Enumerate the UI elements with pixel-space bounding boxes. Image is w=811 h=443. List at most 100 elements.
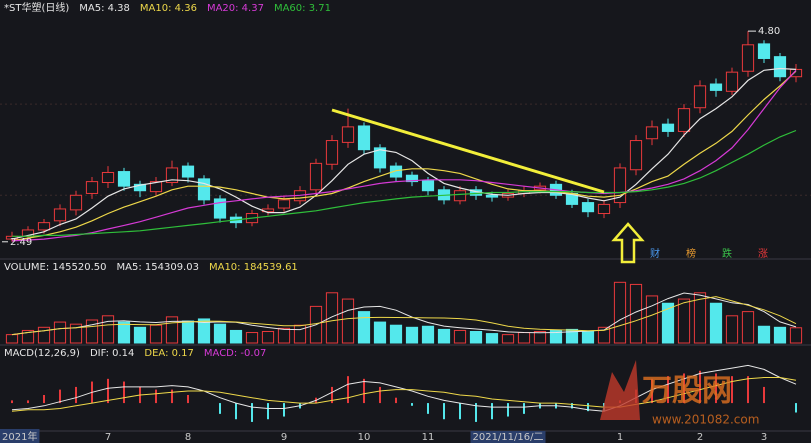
candle-body <box>165 167 179 184</box>
volume-bar <box>405 326 419 344</box>
candle-body <box>277 199 291 209</box>
candle-body <box>85 181 99 194</box>
candle-body <box>133 183 147 192</box>
candle-body <box>149 181 163 193</box>
volume-bar <box>581 330 595 344</box>
candle-body <box>421 180 435 192</box>
candle-body <box>69 194 83 211</box>
legend-entry: DEA: 0.17 <box>144 348 194 359</box>
volume-bar <box>677 298 691 344</box>
volume-bar <box>533 330 547 344</box>
volume-bar <box>69 323 83 344</box>
volume-bar <box>549 329 563 344</box>
event-marker: 榜 <box>686 247 696 260</box>
candle-body <box>373 147 387 169</box>
candle-body <box>37 222 51 231</box>
volume-bar <box>389 324 403 344</box>
volume-bar <box>485 333 499 344</box>
crosshair-date-box <box>470 431 546 443</box>
candle-body <box>581 202 595 213</box>
volume-bar <box>757 325 771 344</box>
x-tick-label: 10 <box>358 432 371 443</box>
volume-bar <box>165 316 179 344</box>
crosshair-date-box <box>0 429 40 443</box>
legend-entry: MACD: -0.07 <box>204 348 266 359</box>
volume-bar <box>197 318 211 344</box>
candle-body <box>181 165 195 178</box>
line <box>12 129 797 237</box>
volume-bar <box>693 292 707 344</box>
candle-body <box>661 123 675 132</box>
volume-bar <box>645 295 659 344</box>
volume-bar <box>245 332 259 344</box>
volume-bar <box>613 281 627 344</box>
legend-entry: MA20: 4.37 <box>207 3 264 14</box>
volume-bar <box>501 334 515 344</box>
volume-bar <box>261 330 275 344</box>
volume-bar <box>85 319 99 344</box>
volume-bar <box>517 332 531 344</box>
volume-bar <box>597 326 611 344</box>
volume-bar <box>5 334 19 344</box>
volume-bar <box>181 320 195 344</box>
x-tick-label: 1 <box>617 432 623 443</box>
legend-entry: VOLUME: 145520.50 <box>4 262 107 273</box>
event-marker: 财 <box>650 247 660 260</box>
line <box>11 67 797 240</box>
legend-entry: DIF: 0.14 <box>90 348 134 359</box>
line <box>11 69 797 242</box>
watermark-url: www.201082.com <box>652 413 759 427</box>
volume-bar <box>213 323 227 344</box>
x-tick-label: 2021年 <box>2 430 37 443</box>
volume-bar <box>133 326 147 344</box>
volume-bar <box>469 330 483 344</box>
x-tick-label: 11 <box>422 432 435 443</box>
volume-bar <box>325 292 339 344</box>
volume-bar <box>101 315 115 344</box>
candle-body <box>693 85 707 109</box>
candle-body <box>309 162 323 191</box>
candle-body <box>597 203 611 215</box>
logo-shape <box>600 360 640 420</box>
candle-body <box>405 174 419 183</box>
volume-bar <box>437 328 451 344</box>
volume-bar <box>293 324 307 344</box>
volume-bar <box>565 328 579 344</box>
x-tick-label: 8 <box>185 432 191 443</box>
volume-bar <box>789 327 803 344</box>
line <box>11 377 797 412</box>
x-tick-label: 7 <box>105 432 111 443</box>
volume-bar <box>421 325 435 344</box>
candle-body <box>789 68 803 78</box>
candle-body <box>197 178 211 201</box>
annotation-label: 4.80 <box>758 26 780 37</box>
x-tick-label: 9 <box>281 432 287 443</box>
up-arrow <box>611 222 645 264</box>
legend-entry: *ST华塑(日线) <box>4 1 69 14</box>
event-marker: 跌 <box>722 247 732 260</box>
volume-bar <box>357 311 371 344</box>
candle-body <box>453 190 467 202</box>
x-tick-label: 3 <box>761 432 767 443</box>
volume-bar <box>117 321 131 344</box>
candle-body <box>725 71 739 92</box>
candle-body <box>709 83 723 91</box>
candle-body <box>613 167 627 204</box>
line <box>11 296 797 336</box>
candle-body <box>629 140 643 171</box>
candle-body <box>485 194 499 198</box>
candle-body <box>357 125 371 151</box>
volume-bar <box>709 302 723 344</box>
candle-body <box>389 165 403 178</box>
event-marker: 涨 <box>758 248 768 260</box>
volume-bar <box>629 283 643 344</box>
legend-entry: MA60: 3.71 <box>274 3 331 14</box>
volume-bar <box>229 329 243 344</box>
volume-bar <box>53 321 67 344</box>
candle-body <box>101 171 115 184</box>
volume-bar <box>453 329 467 344</box>
volume-bar <box>773 326 787 344</box>
volume-bar <box>373 321 387 344</box>
